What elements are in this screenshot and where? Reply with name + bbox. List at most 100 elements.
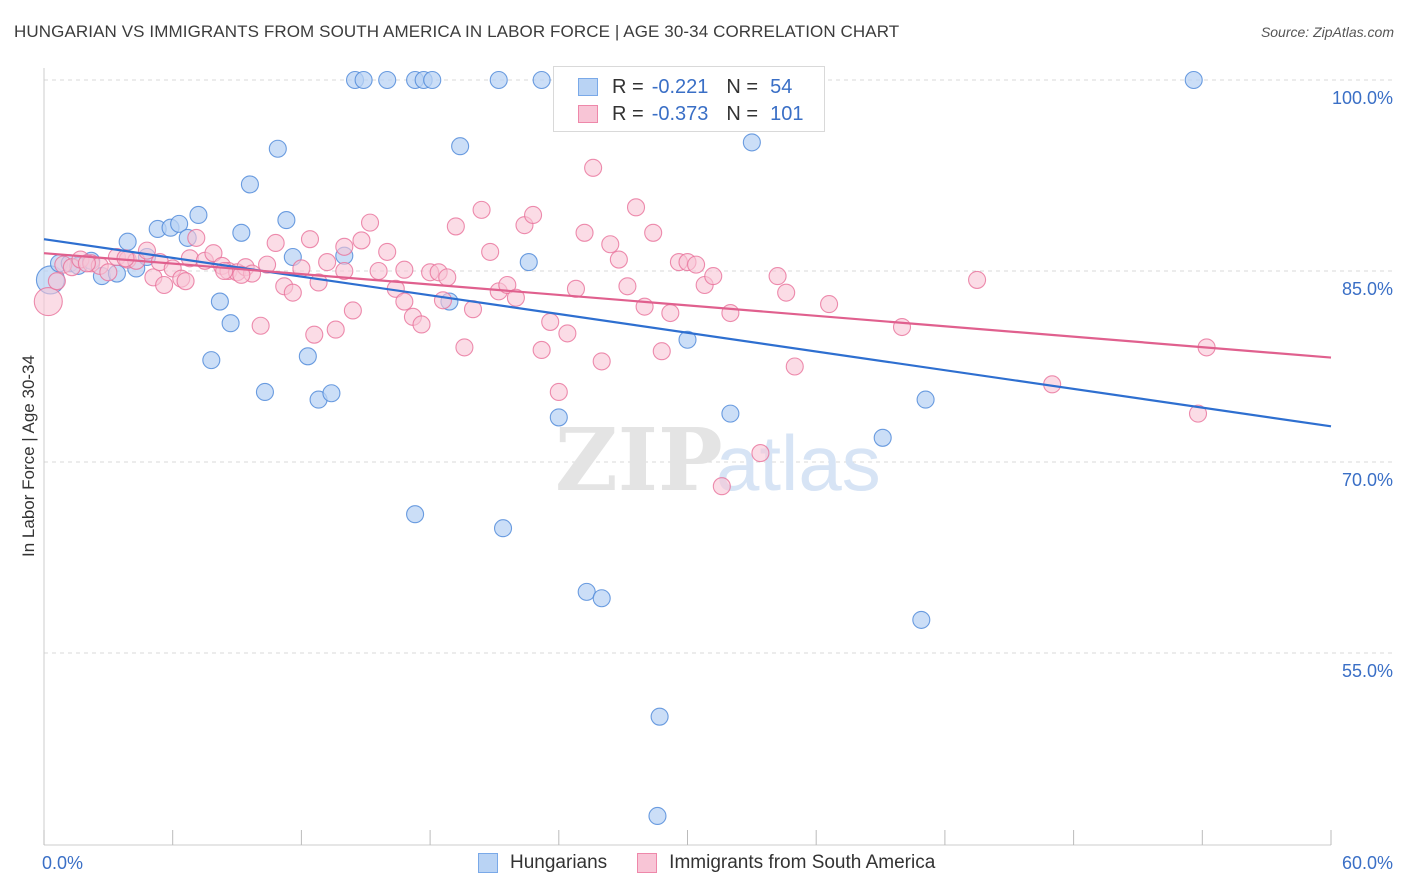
immigrant-point xyxy=(472,200,491,219)
immigrant-point xyxy=(369,261,388,281)
legend-item-immigrants[interactable]: Immigrants from South America xyxy=(637,852,935,874)
trend-lines xyxy=(43,238,1332,428)
correlation-legend: R = -0.221 N = 54 R = -0.373 N = 101 xyxy=(553,66,825,132)
immigrant-point xyxy=(187,228,206,247)
hungarian-point xyxy=(577,582,596,601)
immigrant-point xyxy=(601,235,620,254)
immigrant-point xyxy=(541,312,560,331)
chart-title: HUNGARIAN VS IMMIGRANTS FROM SOUTH AMERI… xyxy=(14,22,900,41)
hungarians-legend-label: Hungarians xyxy=(510,852,608,873)
immigrant-point xyxy=(549,382,568,402)
immigrant-point xyxy=(343,301,362,320)
n-value: 101 xyxy=(770,102,804,125)
hungarian-point xyxy=(118,232,137,251)
immigrant-point xyxy=(176,272,195,291)
y-axis-label: In Labor Force | Age 30-34 xyxy=(19,355,38,557)
immigrant-point xyxy=(395,260,414,279)
hungarian-point xyxy=(240,175,259,194)
immigrants-swatch xyxy=(578,105,598,123)
immigrant-point xyxy=(626,198,646,217)
hungarian-point xyxy=(298,347,317,366)
hungarian-point xyxy=(378,70,397,90)
hungarian-point xyxy=(873,428,892,447)
immigrant-point xyxy=(412,315,431,334)
hungarian-point xyxy=(221,314,240,333)
immigrant-point xyxy=(47,272,66,291)
immigrant-point xyxy=(446,217,465,236)
hungarian-point xyxy=(277,211,296,230)
immigrants-trend-line xyxy=(43,252,1332,359)
x-tick-labels: 0.0% 60.0% xyxy=(42,853,1393,873)
immigrant-point xyxy=(644,223,663,242)
immigrant-point xyxy=(575,223,594,242)
immigrant-point xyxy=(609,250,628,269)
immigrant-point xyxy=(498,275,517,295)
n-label: N = xyxy=(726,75,759,98)
immigrant-point xyxy=(618,277,637,296)
hungarian-point xyxy=(170,214,189,233)
hungarians-swatch xyxy=(578,78,598,96)
y-tick-label: 70.0% xyxy=(1342,470,1393,490)
immigrant-point xyxy=(524,205,543,225)
hungarians-legend-swatch xyxy=(478,853,498,873)
immigrant-point xyxy=(820,295,839,314)
legend-item-hungarians[interactable]: Hungarians xyxy=(478,852,607,874)
hungarian-point xyxy=(268,139,287,158)
immigrant-point xyxy=(751,444,770,463)
immigrant-point xyxy=(438,268,457,287)
immigrant-point xyxy=(712,477,731,496)
source-label: Source: ZipAtlas.com xyxy=(1260,24,1394,40)
immigrant-point xyxy=(968,270,987,289)
hungarian-point xyxy=(1184,70,1203,90)
hungarian-point xyxy=(322,384,341,403)
n-value: 54 xyxy=(770,75,793,98)
immigrant-point xyxy=(558,324,577,343)
immigrant-point xyxy=(155,275,174,295)
hungarian-point xyxy=(255,382,274,402)
hungarian-point xyxy=(232,223,251,242)
hungarian-point xyxy=(916,390,935,409)
hungarian-point xyxy=(648,806,667,826)
immigrant-point xyxy=(892,317,912,337)
immigrant-point xyxy=(283,283,302,302)
hungarian-point xyxy=(489,70,508,90)
immigrant-point xyxy=(704,267,723,286)
hungarian-point xyxy=(721,404,740,423)
hungarian-point xyxy=(912,610,931,629)
immigrant-point xyxy=(395,292,414,311)
immigrant-point xyxy=(335,237,354,256)
immigrant-point xyxy=(661,303,680,323)
immigrant-point xyxy=(266,233,285,253)
immigrant-point xyxy=(652,342,671,361)
immigrants-legend-label: Immigrants from South America xyxy=(669,852,936,873)
immigrant-point xyxy=(326,320,345,339)
immigrant-point xyxy=(1188,404,1208,423)
r-label: R = xyxy=(612,102,644,125)
hungarian-point xyxy=(519,253,538,272)
y-tick-label: 100.0% xyxy=(1332,88,1393,108)
x-ticks xyxy=(43,830,1332,845)
immigrant-point xyxy=(335,261,354,281)
watermark-zip: ZIP xyxy=(555,410,723,511)
hungarian-point xyxy=(202,351,221,370)
hungarian-point xyxy=(406,505,425,524)
immigrant-point xyxy=(768,267,787,286)
immigrant-point xyxy=(360,213,380,232)
hungarian-point xyxy=(650,707,669,726)
hungarian-point xyxy=(354,70,373,90)
hungarian-point xyxy=(493,519,513,538)
hungarian-point xyxy=(532,70,551,90)
immigrants-legend-swatch xyxy=(637,853,658,873)
hungarian-point xyxy=(592,589,611,608)
series-legend: Hungarians Immigrants from South America xyxy=(478,852,965,874)
hungarian-point xyxy=(678,330,697,349)
watermark-atlas: atlas xyxy=(716,419,881,507)
hungarian-point xyxy=(189,205,208,225)
immigrant-point xyxy=(318,253,337,272)
y-tick-label: 85.0% xyxy=(1342,279,1393,299)
immigrant-point xyxy=(378,242,397,261)
immigrant-point xyxy=(433,291,453,310)
immigrant-point xyxy=(352,231,371,250)
immigrant-point xyxy=(687,255,706,274)
